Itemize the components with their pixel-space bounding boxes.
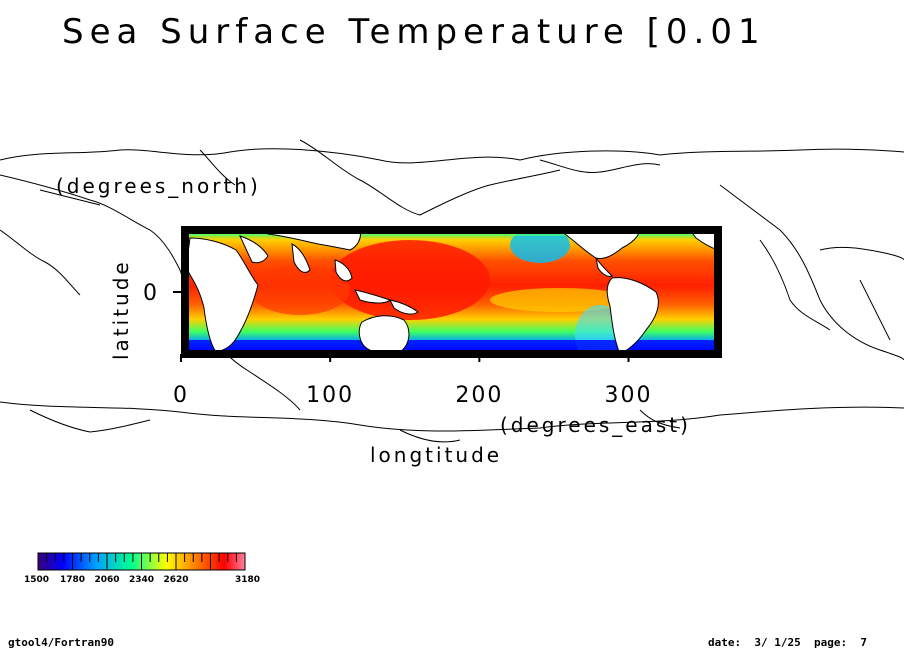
y-tick-label: 0 (143, 281, 157, 306)
colorbar-labels: 1500 1780 2060 2340 2620 3180 (24, 575, 260, 585)
colorbar-label: 1780 (60, 575, 85, 585)
x-axis-label: longtitude (370, 443, 502, 467)
footer-software: gtool4/Fortran90 (8, 636, 114, 649)
x-tick-label: 0 (173, 383, 189, 408)
sst-data-panel (181, 226, 722, 358)
y-axis-ticks: 0 (143, 281, 185, 306)
x-axis-units: (degrees_east) (500, 413, 691, 437)
x-tick-label: 200 (455, 383, 503, 408)
x-tick-label: 100 (306, 383, 354, 408)
colorbar-label: 2060 (94, 575, 119, 585)
colorbar-label: 3180 (235, 575, 260, 585)
y-axis-units: (degrees_north) (56, 174, 261, 198)
x-axis-ticks: 0 100 200 300 (173, 354, 653, 408)
colorbar-ticks (37, 553, 246, 570)
page-title: Sea Surface Temperature [0.01 (62, 12, 766, 52)
y-axis-label: latitude (109, 259, 133, 360)
colorbar-label: 1500 (24, 575, 49, 585)
footer-date-page: date: 3/ 1/25 page: 7 (708, 636, 867, 649)
colorbar-label: 2340 (129, 575, 154, 585)
colorbar: 1500 1780 2060 2340 2620 3180 (24, 552, 260, 585)
world-outline-background (0, 139, 904, 443)
colorbar-label: 2620 (163, 575, 188, 585)
x-tick-label: 300 (605, 383, 653, 408)
